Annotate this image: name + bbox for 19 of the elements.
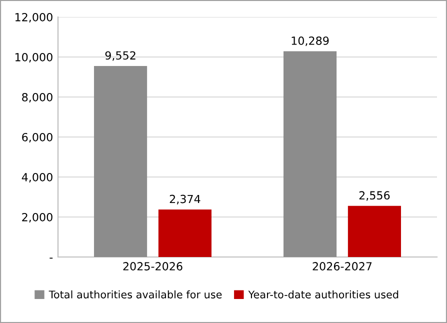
y-tick-label: 10,000 [15, 52, 52, 63]
y-tick-label: 4,000 [22, 172, 52, 183]
data-label: 2,374 [170, 194, 200, 204]
y-tick-label: 8,000 [22, 92, 52, 103]
legend-label: Total authorities available for use [48, 290, 222, 298]
bar [94, 66, 148, 257]
x-tick-label: 2025-2026 [123, 262, 182, 270]
x-tick-label: 2026-2027 [312, 262, 372, 270]
data-label: 9,552 [105, 51, 136, 61]
y-tick-label: 2,000 [22, 212, 52, 223]
bar [284, 51, 337, 257]
data-label: 2,556 [359, 191, 390, 201]
y-tick-label: 6,000 [22, 132, 52, 143]
y-tick-label: - [50, 258, 53, 259]
data-label: 10,289 [292, 36, 329, 46]
bar [158, 210, 212, 257]
y-tick-label: 12,000 [15, 12, 52, 23]
legend-label: Year-to-date authorities used [248, 290, 398, 298]
bar [348, 206, 401, 257]
